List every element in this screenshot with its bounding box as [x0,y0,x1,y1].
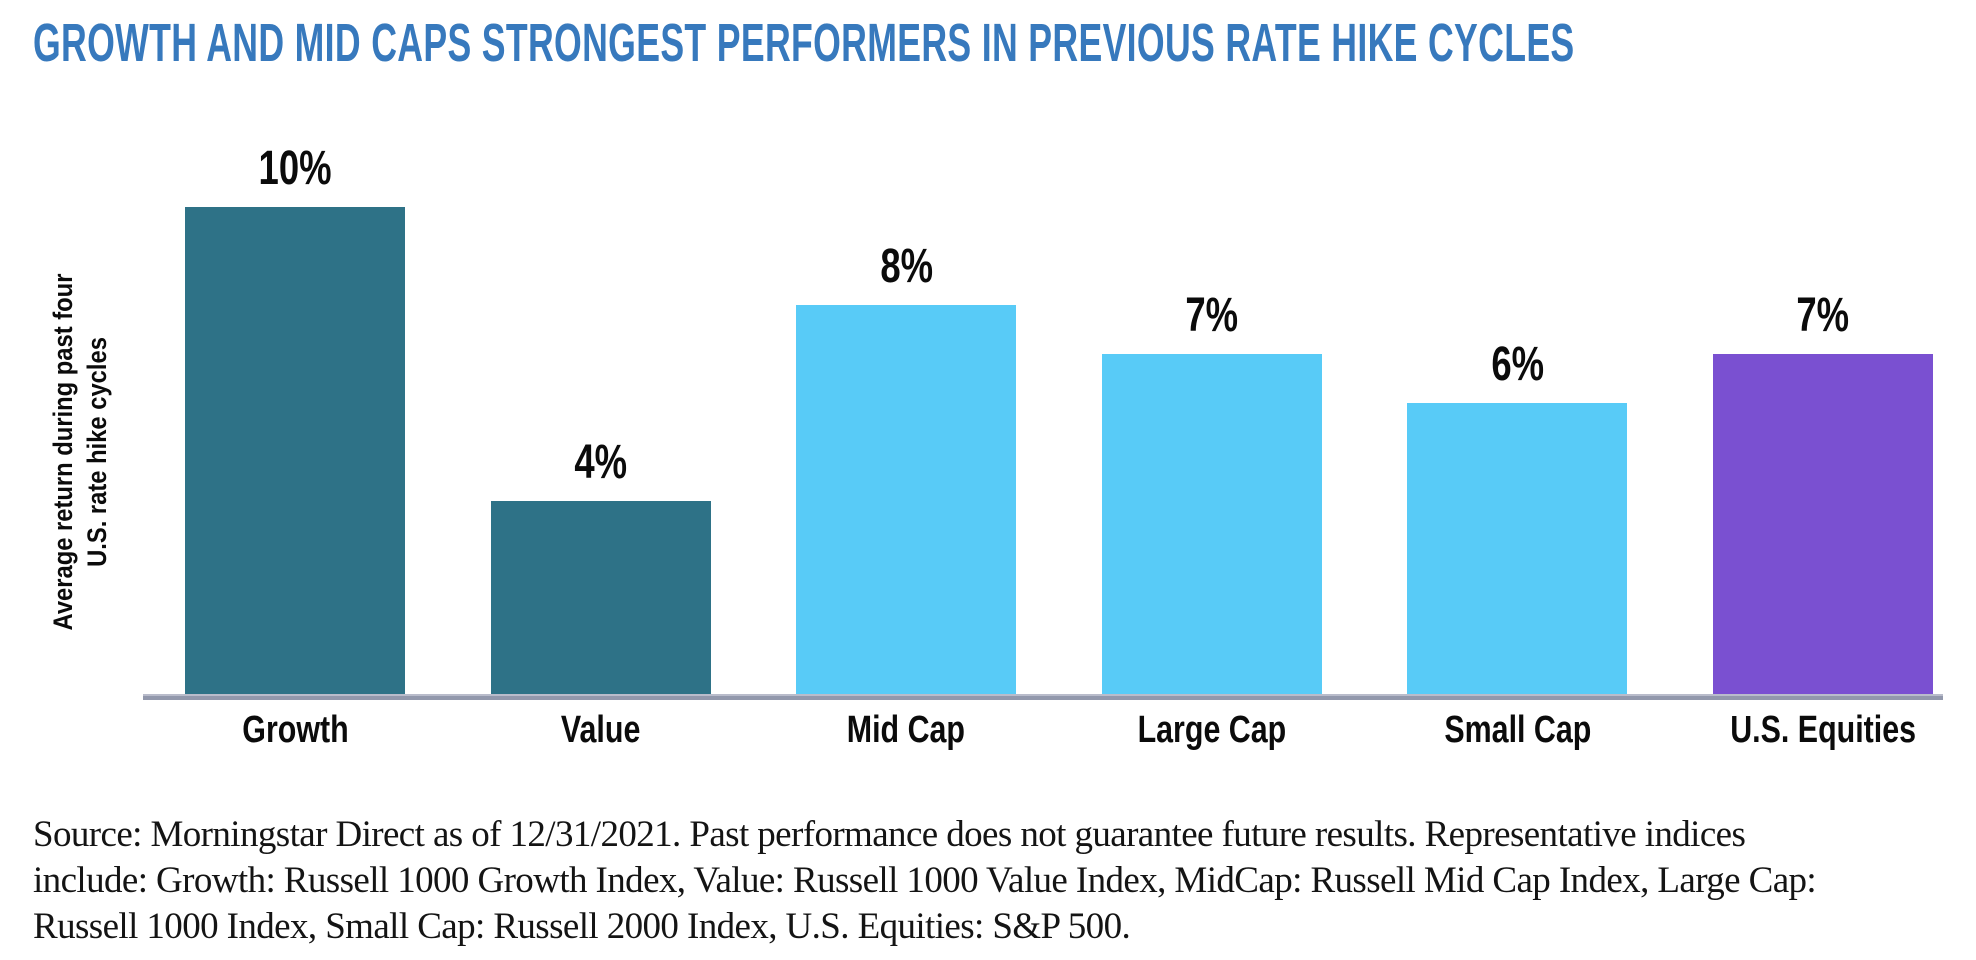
bar-u-s-equities [1713,354,1933,697]
x-axis-label-text: Large Cap [1137,709,1287,751]
source-note: Source: Morningstar Direct as of 12/31/2… [33,812,1817,950]
bar-large-cap [1101,354,1322,697]
x-axis-label-text: Mid Cap [847,709,966,751]
x-axis-label-small-cap: Small Cap [1367,710,1667,750]
bar-value [490,501,711,697]
x-axis-label-growth: Growth [145,710,445,750]
bar-growth [185,207,405,697]
bar-value-label-value: 4% [451,439,751,487]
bar-mid-cap [796,305,1017,697]
chart-title: GROWTH AND MID CAPS STRONGEST PERFORMERS… [33,13,1575,73]
source-note-line-1: Source: Morningstar Direct as of 12/31/2… [33,814,1746,855]
source-note-line-2: include: Growth: Russell 1000 Growth Ind… [33,860,1817,901]
bar-value-label-large-cap: 7% [1062,292,1362,340]
x-axis-label-text: Small Cap [1443,709,1591,751]
bar-value-text: 8% [879,240,933,293]
bar-value-label-growth: 10% [145,145,445,193]
bar-value-text: 10% [258,142,332,195]
x-axis-line [143,694,1943,700]
x-axis-label-large-cap: Large Cap [1062,710,1362,750]
bar-small-cap [1407,403,1628,697]
bar-value-label-mid-cap: 8% [756,243,1056,291]
bar-value-text: 6% [1491,338,1544,391]
bar-value-text: 7% [1185,289,1239,342]
x-axis-label-value: Value [451,710,751,750]
bar-value-text: 7% [1796,289,1850,342]
y-axis-label: Average return during past four U.S. rat… [46,249,114,655]
bar-value-label-small-cap: 6% [1367,341,1667,389]
bar-value-label-u-s-equities: 7% [1673,292,1973,340]
source-note-line-3: Russell 1000 Index, Small Cap: Russell 2… [33,906,1131,947]
x-axis-label-mid-cap: Mid Cap [756,710,1056,750]
y-axis-label-line-1: Average return during past four [48,273,78,631]
bar-value-text: 4% [574,436,627,489]
x-axis-label-text: U.S. Equities [1730,709,1916,751]
x-axis-label-text: Value [560,709,641,751]
y-axis-label-line-2: U.S. rate hike cycles [82,337,112,567]
x-axis-label-u-s-equities: U.S. Equities [1673,710,1973,750]
x-axis-label-text: Growth [241,709,349,751]
